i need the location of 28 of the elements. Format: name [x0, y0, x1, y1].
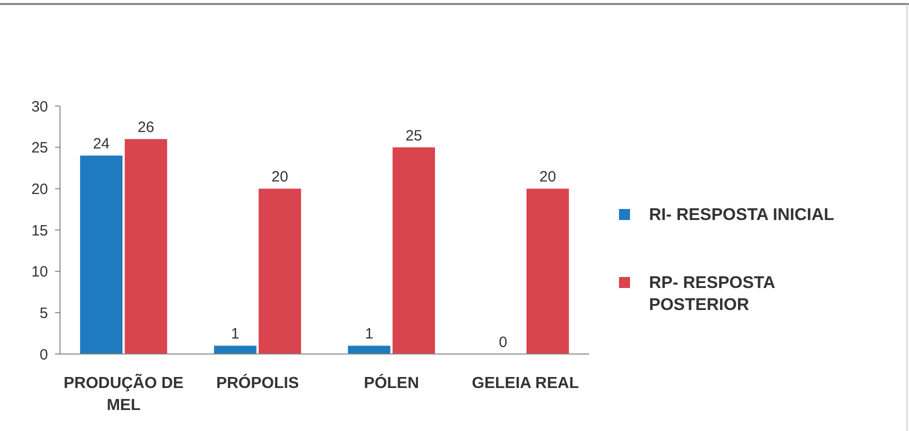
data-label: 1: [364, 326, 374, 343]
data-label: 20: [272, 168, 288, 186]
bar: [124, 139, 168, 354]
data-label: 0: [498, 334, 508, 351]
y-tick-label: 30: [31, 98, 48, 116]
bar: [258, 188, 302, 354]
bar: [80, 156, 122, 354]
data-label: 20: [539, 168, 556, 186]
x-tick-label: PRÓPOLIS: [216, 373, 300, 392]
y-tick-label: 25: [31, 140, 48, 157]
bar: [392, 147, 435, 354]
y-tick-label: 15: [31, 222, 48, 240]
legend-label: RP- RESPOSTA POSTERIOR: [649, 273, 776, 314]
bar: [526, 188, 569, 354]
data-label: 1: [231, 326, 240, 343]
y-tick-label: 5: [40, 304, 48, 322]
y-tick-label: 0: [40, 346, 48, 364]
x-tick-label: PÓLEN: [364, 373, 420, 392]
y-tick-label: 10: [31, 264, 48, 281]
x-tick-label: GELEIA REAL: [472, 375, 580, 392]
data-label: 24: [92, 136, 110, 153]
data-label: 25: [405, 127, 422, 144]
bar: [214, 346, 256, 354]
bar: [348, 346, 390, 354]
y-tick-label: 20: [31, 180, 48, 198]
x-tick-label: PRODUÇÃO DE MEL: [64, 373, 184, 414]
legend-label: RI- RESPOSTA INICIAL: [649, 205, 834, 224]
data-label: 26: [138, 119, 154, 136]
